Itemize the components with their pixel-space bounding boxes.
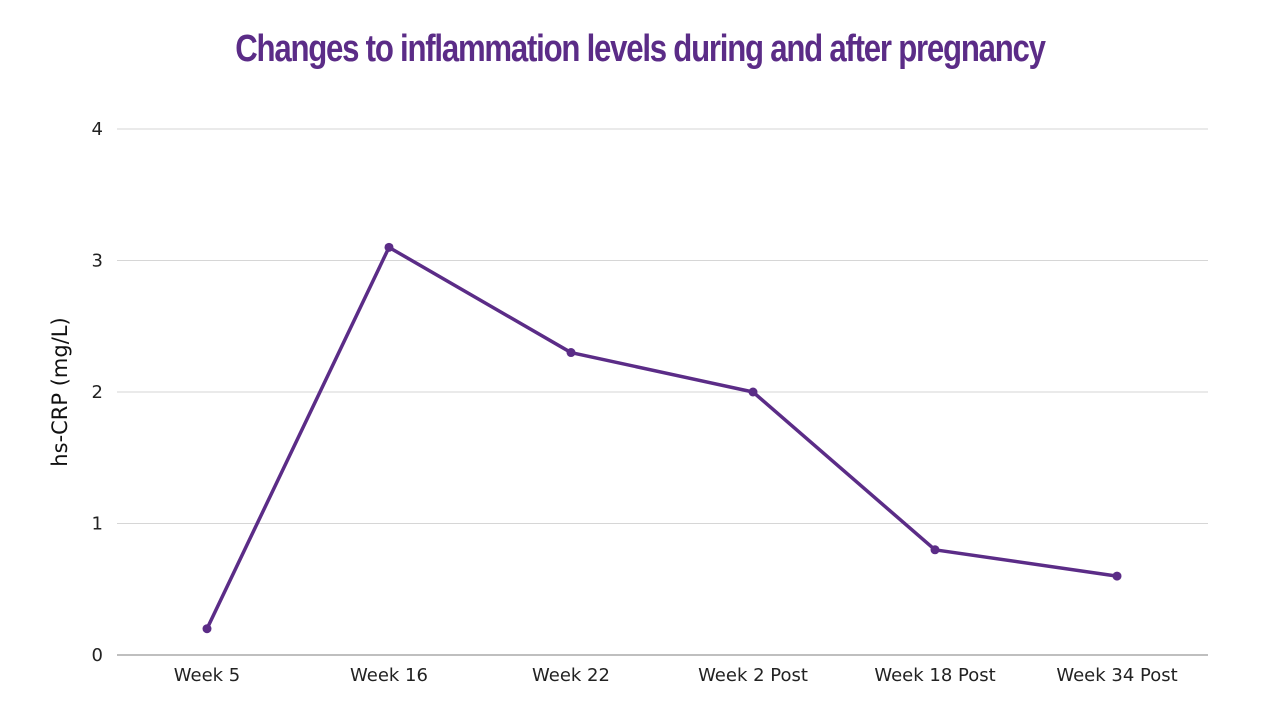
x-tick-labels: Week 5 Week 16 Week 22 Week 2 Post Week 18 P… bbox=[174, 665, 1178, 686]
x-tick-label: Week 2 Post bbox=[698, 665, 808, 686]
data-point bbox=[930, 545, 940, 555]
x-tick-label: Week 34 Post bbox=[1056, 665, 1177, 686]
x-tick-label: Week 16 bbox=[350, 665, 428, 686]
y-tick-label: 4 bbox=[92, 119, 103, 140]
chart-title: Changes to inflammation levels during an… bbox=[235, 28, 1046, 70]
data-point bbox=[384, 242, 394, 252]
x-tick-label: Week 18 Post bbox=[874, 665, 995, 686]
y-tick-label: 2 bbox=[92, 382, 103, 403]
series-group bbox=[202, 242, 1122, 634]
data-point bbox=[202, 624, 212, 634]
data-point bbox=[748, 387, 758, 397]
y-tick-label: 1 bbox=[92, 514, 103, 535]
grid-lines bbox=[117, 128, 1208, 524]
y-tick-labels: 0 1 2 3 4 bbox=[92, 119, 103, 666]
y-tick-label: 0 bbox=[92, 645, 103, 666]
y-tick-label: 3 bbox=[92, 251, 103, 272]
data-point bbox=[566, 348, 576, 358]
y-axis-label: hs-CRP (mg/L) bbox=[48, 317, 72, 466]
data-point bbox=[1112, 571, 1122, 581]
x-tick-label: Week 5 bbox=[174, 665, 241, 686]
x-tick-label: Week 22 bbox=[532, 665, 610, 686]
series-line bbox=[205, 245, 1119, 631]
